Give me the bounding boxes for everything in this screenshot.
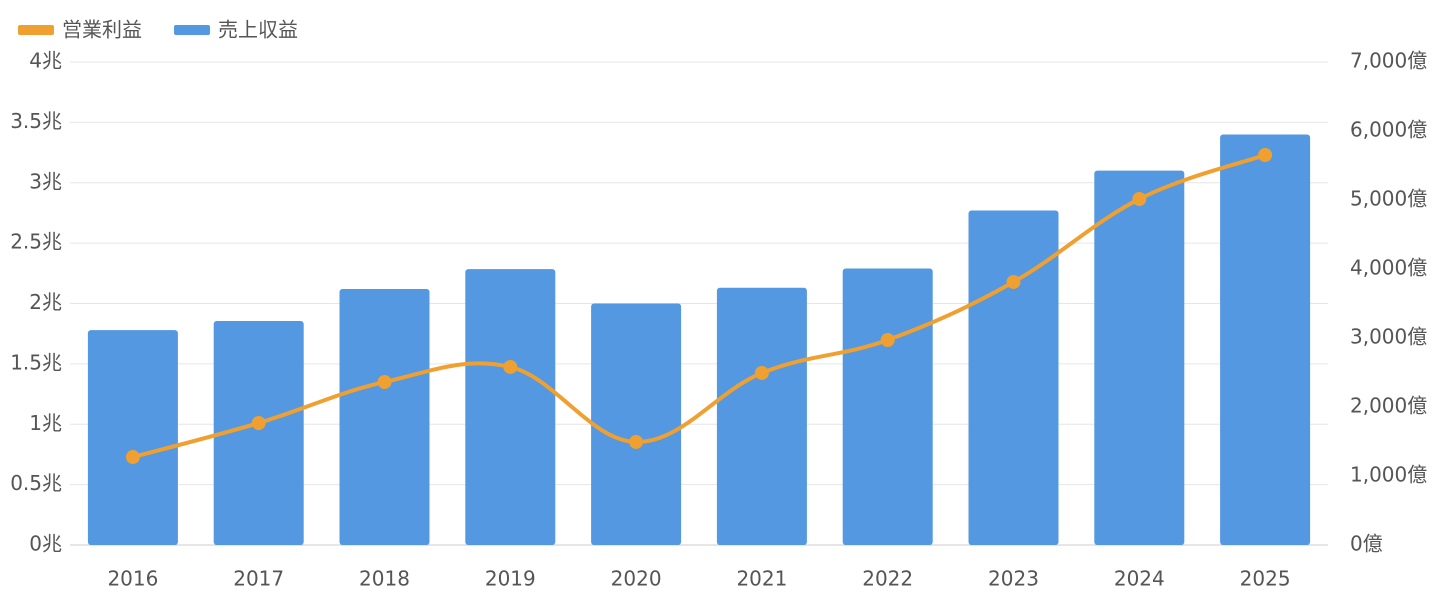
point [125,450,140,465]
y-tick-label: 3兆 [29,169,62,193]
y-tick-label: 1.5兆 [10,350,62,374]
x-tick-label: 2021 [736,567,787,591]
bar [842,268,933,545]
point [880,333,895,348]
point [1006,274,1021,289]
point [754,365,769,380]
legend-label: 売上収益 [218,18,298,42]
y2-tick-label: 2,000億 [1350,394,1427,418]
y-tick-label: 0.5兆 [10,471,62,495]
y2-tick-label: 0億 [1350,532,1383,556]
x-tick-label: 2022 [862,567,913,591]
bar [339,289,430,545]
x-tick-label: 2018 [359,567,410,591]
line [132,153,1266,459]
x-tick-label: 2024 [1114,567,1165,591]
point [503,359,518,374]
y-tick-label: 4兆 [29,49,62,73]
x-tick-label: 2025 [1240,567,1291,591]
y2-tick-label: 7,000億 [1350,49,1427,73]
bar [87,330,178,545]
bar [591,303,682,545]
y-tick-label: 0兆 [29,532,62,556]
legend-label: 営業利益 [62,18,142,42]
y-tick-label: 1兆 [29,411,62,435]
bar [1220,134,1311,545]
y-tick-label: 3.5兆 [10,109,62,133]
legend-swatch [174,25,210,35]
point [1258,148,1273,163]
x-tick-label: 2023 [988,567,1039,591]
y-tick-label: 2兆 [29,290,62,314]
point [629,434,644,449]
point [1132,192,1147,207]
y2-tick-label: 1,000億 [1350,463,1427,487]
y2-tick-label: 3,000億 [1350,325,1427,349]
x-tick-label: 2019 [485,567,536,591]
bar [716,287,807,545]
y2-tick-label: 5,000億 [1350,187,1427,211]
point [377,375,392,390]
x-tick-label: 2020 [611,567,662,591]
y2-tick-label: 6,000億 [1350,118,1427,142]
x-tick-label: 2016 [107,567,158,591]
y-tick-label: 2.5兆 [10,230,62,254]
legend-swatch [18,25,54,35]
bar [213,321,304,545]
x-tick-label: 2017 [233,567,284,591]
bar [465,269,556,545]
y2-tick-label: 4,000億 [1350,256,1427,280]
point [251,416,266,431]
bar [1094,170,1185,546]
